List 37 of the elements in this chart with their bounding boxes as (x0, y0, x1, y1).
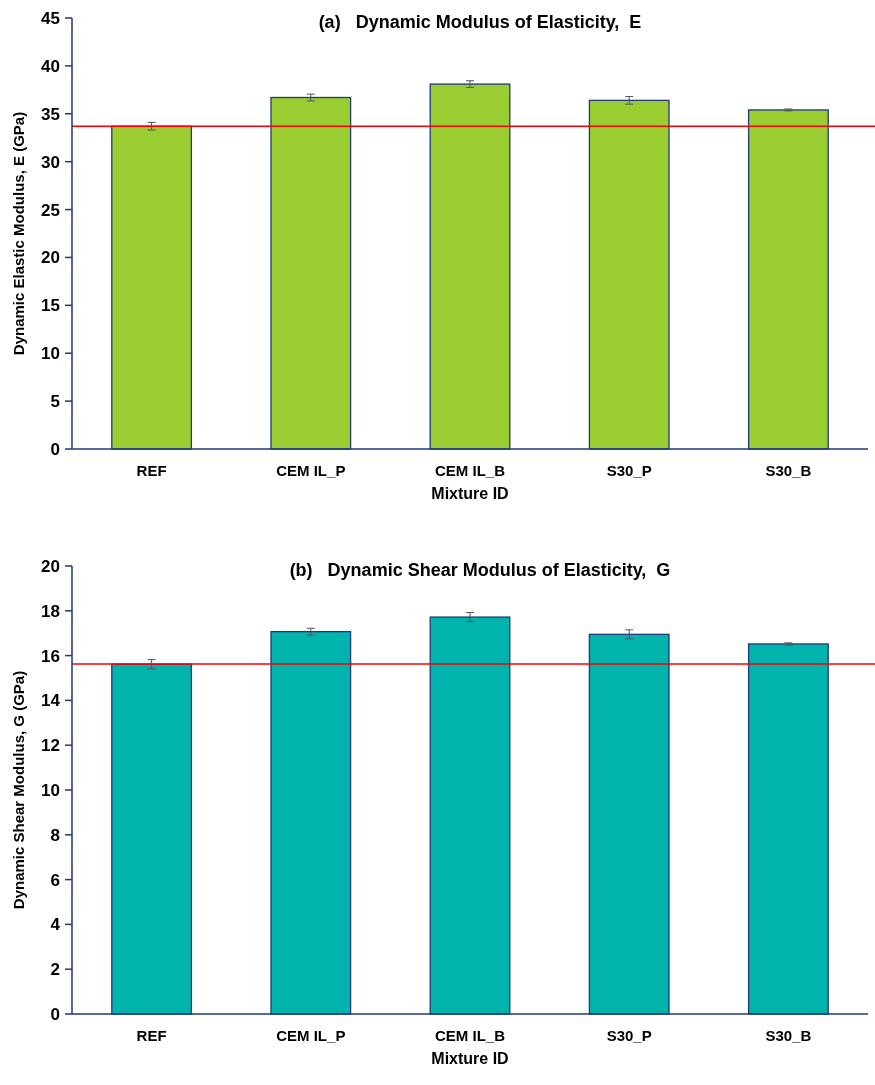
x-axis-title: Mixture ID (431, 1050, 509, 1067)
y-tick-label: 40 (41, 56, 60, 76)
y-tick-label: 10 (41, 344, 60, 364)
y-tick-label: 0 (50, 439, 60, 459)
x-tick-label: S30_B (765, 462, 812, 479)
x-tick-label: S30_P (606, 1027, 652, 1044)
y-axis-title: Dynamic Shear Modulus, G (GPa) (10, 670, 27, 910)
y-tick-label: 25 (41, 200, 60, 220)
x-tick-label: S30_P (606, 462, 652, 479)
chart-title: (a) Dynamic Modulus of Elasticity, E (318, 12, 642, 32)
y-tick-label: 16 (41, 646, 60, 666)
y-tick-label: 4 (50, 915, 61, 935)
y-tick-label: 20 (41, 248, 60, 268)
y-tick-label: 6 (50, 870, 60, 890)
y-tick-label: 30 (41, 152, 60, 172)
y-tick-label: 20 (41, 556, 60, 576)
x-tick-label: S30_B (765, 1027, 812, 1044)
x-tick-label: CEM IL_P (276, 462, 346, 479)
y-tick-label: 5 (50, 392, 60, 412)
y-tick-label: 14 (41, 691, 61, 711)
y-tick-label: 18 (41, 601, 60, 621)
chart-title: (b) Dynamic Shear Modulus of Elasticity, G (289, 560, 671, 580)
x-tick-label: REF (136, 462, 167, 479)
x-tick-label: CEM IL_B (434, 1027, 506, 1044)
y-axis-title: Dynamic Elastic Modulus, E (GPa) (10, 111, 27, 356)
y-tick-label: 10 (41, 780, 60, 800)
y-tick-label: 15 (41, 296, 60, 316)
x-tick-label: CEM IL_B (434, 462, 506, 479)
y-tick-label: 35 (41, 104, 60, 124)
x-axis-title: Mixture ID (431, 485, 509, 502)
y-tick-label: 8 (50, 825, 60, 845)
x-tick-label: REF (136, 1027, 167, 1044)
y-tick-label: 2 (50, 960, 60, 980)
x-tick-label: CEM IL_P (276, 1027, 346, 1044)
y-tick-label: 12 (41, 736, 60, 756)
y-tick-label: 0 (50, 1004, 60, 1024)
y-tick-label: 45 (41, 8, 60, 28)
